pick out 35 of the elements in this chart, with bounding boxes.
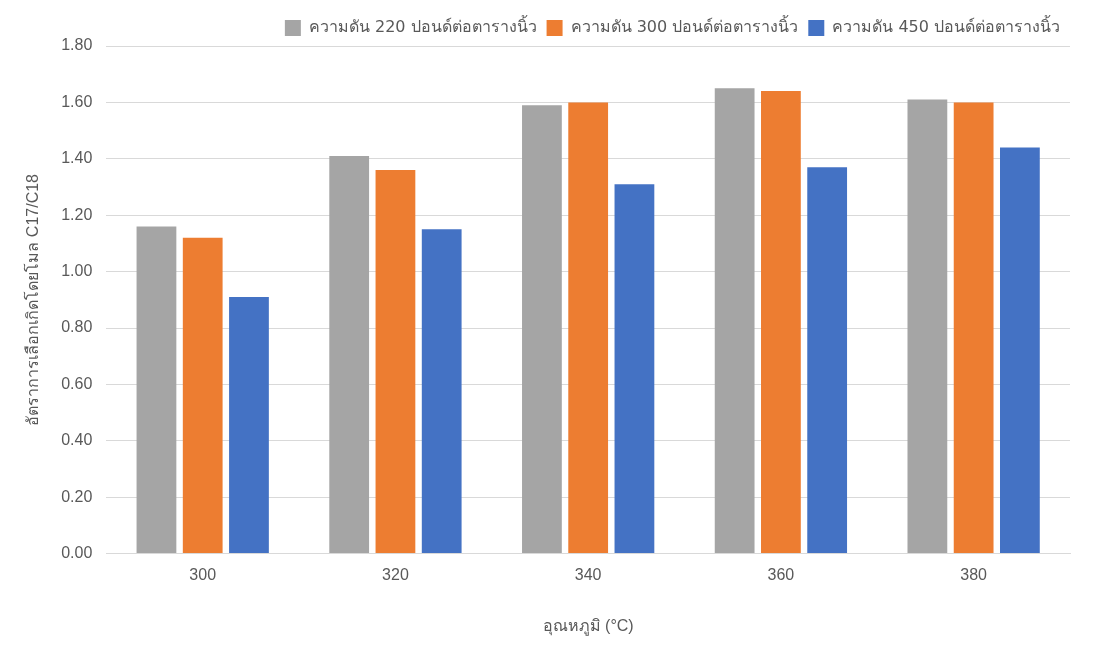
y-tick-label: 0.40 (61, 431, 93, 449)
bar (614, 184, 655, 554)
y-tick-label: 1.80 (61, 36, 93, 54)
bar (522, 105, 562, 554)
bar (953, 102, 994, 554)
legend-label: ความดัน 450 ปอนด์ต่อตารางนิ้ว (832, 15, 1061, 37)
x-tick-label: 340 (574, 565, 602, 583)
bar (136, 226, 177, 554)
bar (329, 155, 370, 554)
y-tick-label: 1.00 (61, 262, 93, 280)
x-tick-label: 300 (189, 565, 217, 583)
x-axis-title: อุณหภูมิ (°C) (542, 616, 634, 636)
x-tick-label: 320 (382, 565, 409, 583)
bar (907, 99, 948, 554)
bar (807, 167, 848, 554)
bar (375, 170, 416, 554)
bar (761, 91, 801, 554)
y-tick-label: 1.40 (61, 149, 93, 167)
bar (421, 229, 462, 554)
y-tick-label: 1.60 (61, 92, 93, 110)
x-tick-label: 360 (767, 565, 795, 583)
legend-label: ความดัน 300 ปอนด์ต่อตารางนิ้ว (570, 15, 799, 37)
y-tick-label: 0.00 (61, 544, 93, 562)
y-axis-title: อัตราการเลือกเกิดโดยโมล C17/C18 (23, 173, 42, 426)
bar (568, 102, 609, 554)
y-tick-label: 1.20 (61, 205, 93, 223)
bar (229, 296, 269, 554)
x-tick-label: 380 (960, 565, 988, 583)
bar (714, 88, 755, 554)
y-tick-label: 0.20 (61, 487, 93, 505)
y-tick-label: 0.80 (61, 318, 93, 336)
legend-label: ความดัน 220 ปอนด์ต่อตารางนิ้ว (308, 15, 537, 37)
y-tick-label: 0.60 (61, 374, 93, 392)
bar (1000, 147, 1040, 554)
bar (182, 237, 223, 554)
